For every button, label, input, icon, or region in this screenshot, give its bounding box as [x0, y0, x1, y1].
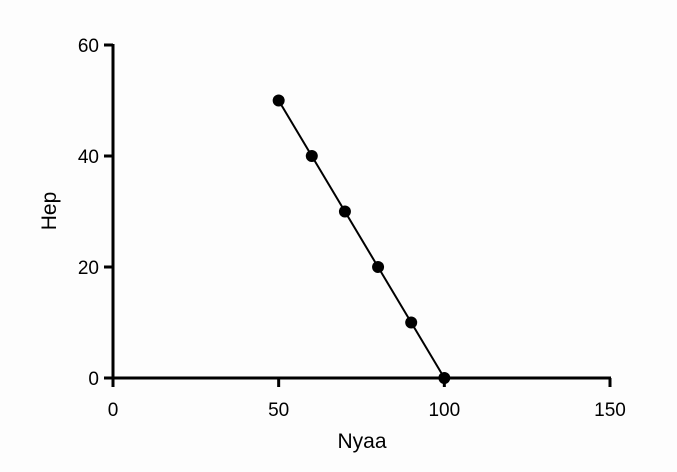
- series-line: [277, 99, 446, 379]
- y-tick-label: 0: [88, 369, 99, 390]
- data-point: [438, 372, 451, 384]
- plot-area: [272, 94, 451, 384]
- y-tick-label: 20: [78, 258, 99, 279]
- x-axis-title: Nyaa: [337, 430, 386, 453]
- data-point: [272, 94, 285, 107]
- y-tick-label: 60: [78, 36, 99, 57]
- y-axis-title: Hep: [38, 192, 61, 231]
- x-tick-label: 100: [428, 400, 460, 421]
- data-point: [372, 261, 385, 273]
- data-point: [405, 316, 418, 329]
- x-tick-label: 50: [268, 400, 289, 421]
- y-tick-label: 40: [78, 147, 99, 168]
- x-tick-label: 0: [108, 400, 119, 421]
- data-point: [338, 205, 351, 218]
- data-point: [305, 150, 318, 162]
- axes: 0 50 100 150 0 20 40 60: [78, 36, 626, 421]
- x-tick-label: 150: [594, 400, 626, 421]
